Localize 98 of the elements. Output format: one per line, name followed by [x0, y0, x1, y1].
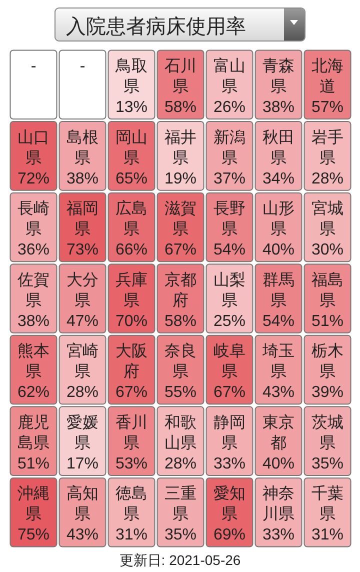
data-label: 75%	[17, 526, 50, 544]
data-label: 54%	[262, 312, 295, 330]
data-label: 17%	[66, 455, 99, 472]
data-label: 66%	[115, 242, 148, 259]
data-label: 58%	[164, 99, 197, 116]
data-label: 28%	[66, 384, 99, 402]
category-label: 富山県	[214, 57, 246, 96]
category-label: 神奈川県	[262, 484, 294, 524]
data-label: 33%	[213, 455, 246, 472]
data-label: 36%	[17, 242, 50, 259]
category-label: 新潟県	[214, 128, 246, 167]
category-label: 京都府	[164, 270, 196, 310]
category-label: 岩手県	[312, 128, 344, 167]
data-label: 31%	[311, 526, 344, 544]
category-label: 群馬県	[262, 272, 294, 310]
data-label: 38%	[262, 99, 295, 116]
data-label: 33%	[262, 526, 295, 544]
category-label: 秋田県	[262, 129, 294, 167]
text: 入院患者病床使用率	[66, 16, 246, 38]
category-label: 高知県	[66, 484, 98, 524]
data-label: 28%	[164, 455, 197, 472]
category-label: 島根県	[66, 128, 98, 167]
data-label: 69%	[213, 526, 246, 544]
category-label: 青森県	[262, 57, 294, 96]
data-label: 25%	[213, 312, 246, 330]
data-label: 57%	[311, 99, 344, 116]
category-label: 岡山県	[116, 128, 148, 167]
category-label: 千葉県	[312, 484, 344, 524]
category-label: 埼玉県	[262, 343, 294, 381]
data-label: 58%	[164, 312, 197, 330]
category-label: -	[30, 58, 36, 75]
category-label: 愛知県	[214, 484, 246, 524]
data-label: 51%	[311, 312, 344, 330]
data-label: 67%	[115, 384, 148, 402]
data-label: 35%	[164, 526, 197, 544]
data-label: 67%	[164, 242, 197, 259]
data-label: 54%	[213, 242, 246, 259]
category-label: 静岡県	[214, 414, 246, 452]
data-label: 53%	[115, 455, 148, 472]
data-label: 43%	[66, 526, 99, 544]
category-label: 鹿児島県	[18, 413, 50, 452]
category-label: 佐賀県	[18, 272, 50, 310]
category-label: 福島県	[312, 270, 344, 310]
category-label: 大分県	[66, 270, 98, 310]
category-label: -	[80, 58, 86, 75]
data-label: 65%	[115, 170, 148, 188]
category-label: 山梨県	[214, 270, 246, 310]
data-label: 38%	[66, 170, 99, 188]
category-label: 福岡県	[66, 200, 98, 238]
data-label: 67%	[213, 384, 246, 402]
data-label: 62%	[17, 384, 50, 402]
category-label: 奈良県	[164, 342, 196, 381]
category-label: 香川県	[116, 413, 148, 452]
data-label: 30%	[311, 242, 344, 259]
category-label: 長崎県	[18, 200, 50, 238]
category-label: 和歌山県	[164, 413, 196, 452]
category-label: 福井県	[164, 128, 196, 167]
category-label: 長野県	[214, 200, 246, 238]
category-label: 山口県	[18, 128, 50, 167]
data-label: 43%	[262, 384, 295, 402]
data-label: 34%	[262, 170, 295, 188]
category-label: 北海道	[312, 57, 344, 96]
data-label: 19%	[164, 170, 197, 188]
data-label: 38%	[17, 312, 50, 330]
category-label: 茨城県	[312, 413, 344, 452]
category-label: 栃木県	[312, 342, 344, 381]
data-label: 73%	[66, 242, 99, 259]
category-label: 宮崎県	[66, 342, 98, 381]
category-label: 宮城県	[312, 200, 344, 238]
data-label: 26%	[213, 99, 246, 116]
data-label: 28%	[311, 170, 344, 188]
category-label: 大阪府	[116, 342, 148, 381]
category-label: 東京都	[262, 413, 294, 452]
data-label: 47%	[66, 312, 99, 330]
category-label: 兵庫県	[116, 270, 148, 310]
category-label: 滋賀県	[164, 200, 196, 238]
data-label: 31%	[115, 526, 148, 544]
category-label: 三重県	[164, 484, 196, 524]
category-label: 鳥取県	[114, 57, 148, 96]
category-label: 熊本県	[18, 342, 50, 381]
data-label: 72%	[17, 170, 50, 188]
category-label: 山形県	[262, 200, 294, 238]
category-label: 石川県	[164, 57, 196, 96]
text: 更新日: 2021-05-26	[119, 552, 241, 568]
data-label: 70%	[115, 312, 148, 330]
category-label: 徳島県	[116, 484, 148, 524]
data-label: 39%	[311, 384, 344, 402]
category-label: 愛媛県	[66, 413, 98, 452]
category-label: 岐阜県	[214, 342, 246, 381]
category-label: 広島県	[116, 200, 148, 238]
data-label: 37%	[213, 170, 246, 188]
data-label: 40%	[262, 242, 295, 259]
data-label: 40%	[262, 455, 295, 472]
data-label: 55%	[164, 384, 197, 402]
data-label: 13%	[115, 99, 148, 116]
data-label: 35%	[311, 455, 344, 472]
category-label: 沖縄県	[18, 484, 50, 524]
data-label: 51%	[17, 455, 50, 472]
